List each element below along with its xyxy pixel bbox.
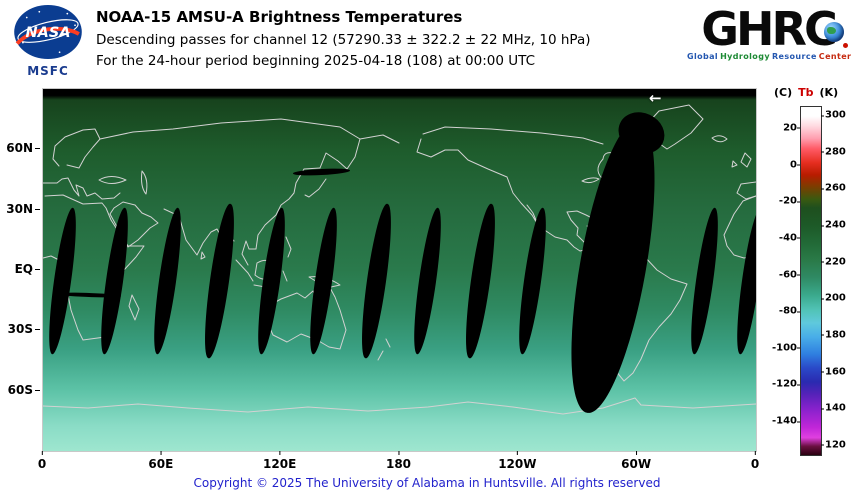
colorbar-k-tick: 180 xyxy=(821,329,846,341)
x-tick-label: 60E xyxy=(148,451,174,471)
ghrc-wordmark-text: GHRC xyxy=(701,2,837,56)
colorbar-k-tick: 120 xyxy=(821,439,846,451)
ghrc-logo: GHRC Global Hydrology Resource Center xyxy=(686,4,852,61)
colorbar-c-tick: -140 xyxy=(771,415,801,427)
y-tick-label: EQ xyxy=(14,262,41,276)
x-tick-label: 180 xyxy=(385,451,412,471)
colorbar-header: (C) Tb (K) xyxy=(774,86,838,99)
swath-gap xyxy=(252,206,290,356)
y-tick-label: 30N xyxy=(6,201,40,216)
ghrc-red-dot xyxy=(843,43,848,48)
colorbar-kelvin-label: (K) xyxy=(819,86,839,99)
swath-gap xyxy=(199,202,240,360)
ghrc-tagline-word: Hydrology xyxy=(720,52,770,61)
swath-gap xyxy=(554,114,671,419)
ghrc-wordmark: GHRC xyxy=(686,4,850,54)
nasa-insignia-icon: NASA xyxy=(14,4,82,60)
page-period: For the 24-hour period beginning 2025-04… xyxy=(96,53,536,69)
nasa-logo: NASA MSFC xyxy=(10,4,86,78)
swath-gap xyxy=(685,206,724,356)
ghrc-tagline: Global Hydrology Resource Center xyxy=(686,52,852,61)
x-tick-label: 120W xyxy=(498,451,537,471)
colorbar-k-tick: 200 xyxy=(821,292,846,304)
colorbar-c-tick: -60 xyxy=(778,269,801,280)
ghrc-tagline-word: Resource xyxy=(771,52,817,61)
colorbar-tb-label: Tb xyxy=(798,86,814,99)
colorbar-c-tick: 20 xyxy=(783,122,800,134)
colorbar: (C) Tb (K) 20 0 -20 -40 -60 -80 -100 -120 -140 3… xyxy=(766,86,854,466)
swath-gap xyxy=(96,206,134,356)
ghrc-tagline-word: Center xyxy=(818,52,852,61)
swath-gap xyxy=(148,206,186,356)
colorbar-c-tick: -20 xyxy=(778,195,801,207)
page-title: NOAA-15 AMSU-A Brightness Temperatures xyxy=(96,8,463,26)
colorbar-c-tick: -80 xyxy=(778,305,801,317)
colorbar-c-labels: 20 0 -20 -40 -60 -80 -100 -120 -140 xyxy=(766,106,801,454)
colorbar-k-tick: 280 xyxy=(821,146,846,158)
x-tick-label: 120E xyxy=(263,451,297,471)
swath-gap xyxy=(513,206,551,356)
x-tick-label: 0 xyxy=(750,451,760,471)
colorbar-c-tick: -120 xyxy=(771,378,801,390)
swath-gap xyxy=(304,206,342,356)
title-block: NOAA-15 AMSU-A Brightness Temperatures D… xyxy=(96,8,656,74)
x-axis: 0 60E 120E 180 120W 60W 0 xyxy=(38,451,759,472)
colorbar-k-tick: 240 xyxy=(821,219,846,231)
ghrc-tagline-word: Global xyxy=(687,52,719,61)
swath-gap xyxy=(44,206,82,356)
msfc-label: MSFC xyxy=(27,64,69,78)
colorbar-c-tick: -100 xyxy=(771,342,801,354)
swath-gaps xyxy=(43,89,756,451)
nasa-wordmark: NASA xyxy=(26,25,71,41)
y-tick-label: 60S xyxy=(7,382,41,397)
colorbar-k-tick: 260 xyxy=(821,182,846,194)
colorbar-celsius-label: (C) xyxy=(774,86,793,99)
y-tick-label: 30S xyxy=(7,322,41,337)
copyright-text: Copyright © 2025 The University of Alaba… xyxy=(193,476,661,490)
cursor-arrow: ← xyxy=(649,89,662,107)
colorbar-k-labels: 300 280 260 240 220 200 180 160 140 120 xyxy=(821,106,854,454)
colorbar-k-tick: 300 xyxy=(821,109,846,121)
page-subtitle: Descending passes for channel 12 (57290.… xyxy=(96,32,591,48)
colorbar-k-tick: 140 xyxy=(821,402,846,414)
y-tick-label: 60N xyxy=(6,141,40,156)
x-tick-label: 60W xyxy=(621,451,652,471)
colorbar-k-tick: 220 xyxy=(821,256,846,268)
swath-gap xyxy=(292,167,350,177)
swath-gap xyxy=(731,206,756,356)
swath-gap xyxy=(355,202,396,360)
swath-gap xyxy=(409,206,447,356)
colorbar-gradient xyxy=(800,106,822,456)
colorbar-c-tick: 0 xyxy=(790,159,800,171)
header: NASA MSFC NOAA-15 AMSU-A Brightness Temp… xyxy=(0,0,854,86)
x-tick-label: 0 xyxy=(37,451,47,471)
swath-gap xyxy=(460,202,501,360)
y-axis: 60N 30N EQ 30S 60S xyxy=(0,88,41,450)
map-canvas: ← xyxy=(42,88,757,452)
globe-icon xyxy=(824,22,844,42)
colorbar-c-tick: -40 xyxy=(778,232,801,244)
colorbar-k-tick: 160 xyxy=(821,366,846,378)
